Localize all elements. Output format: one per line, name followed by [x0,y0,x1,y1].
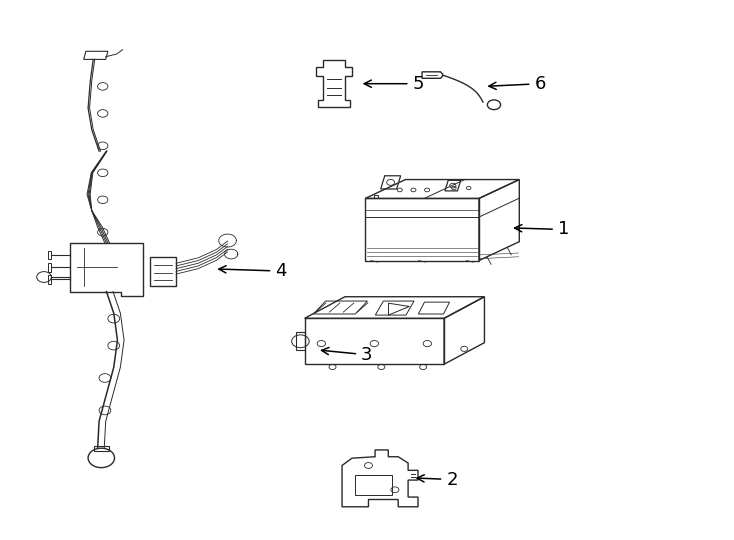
Text: 6: 6 [489,75,545,93]
Text: 4: 4 [219,262,287,280]
Text: 3: 3 [321,346,373,364]
Text: 1: 1 [515,220,569,239]
Text: 2: 2 [417,470,458,489]
Text: 5: 5 [364,75,424,93]
